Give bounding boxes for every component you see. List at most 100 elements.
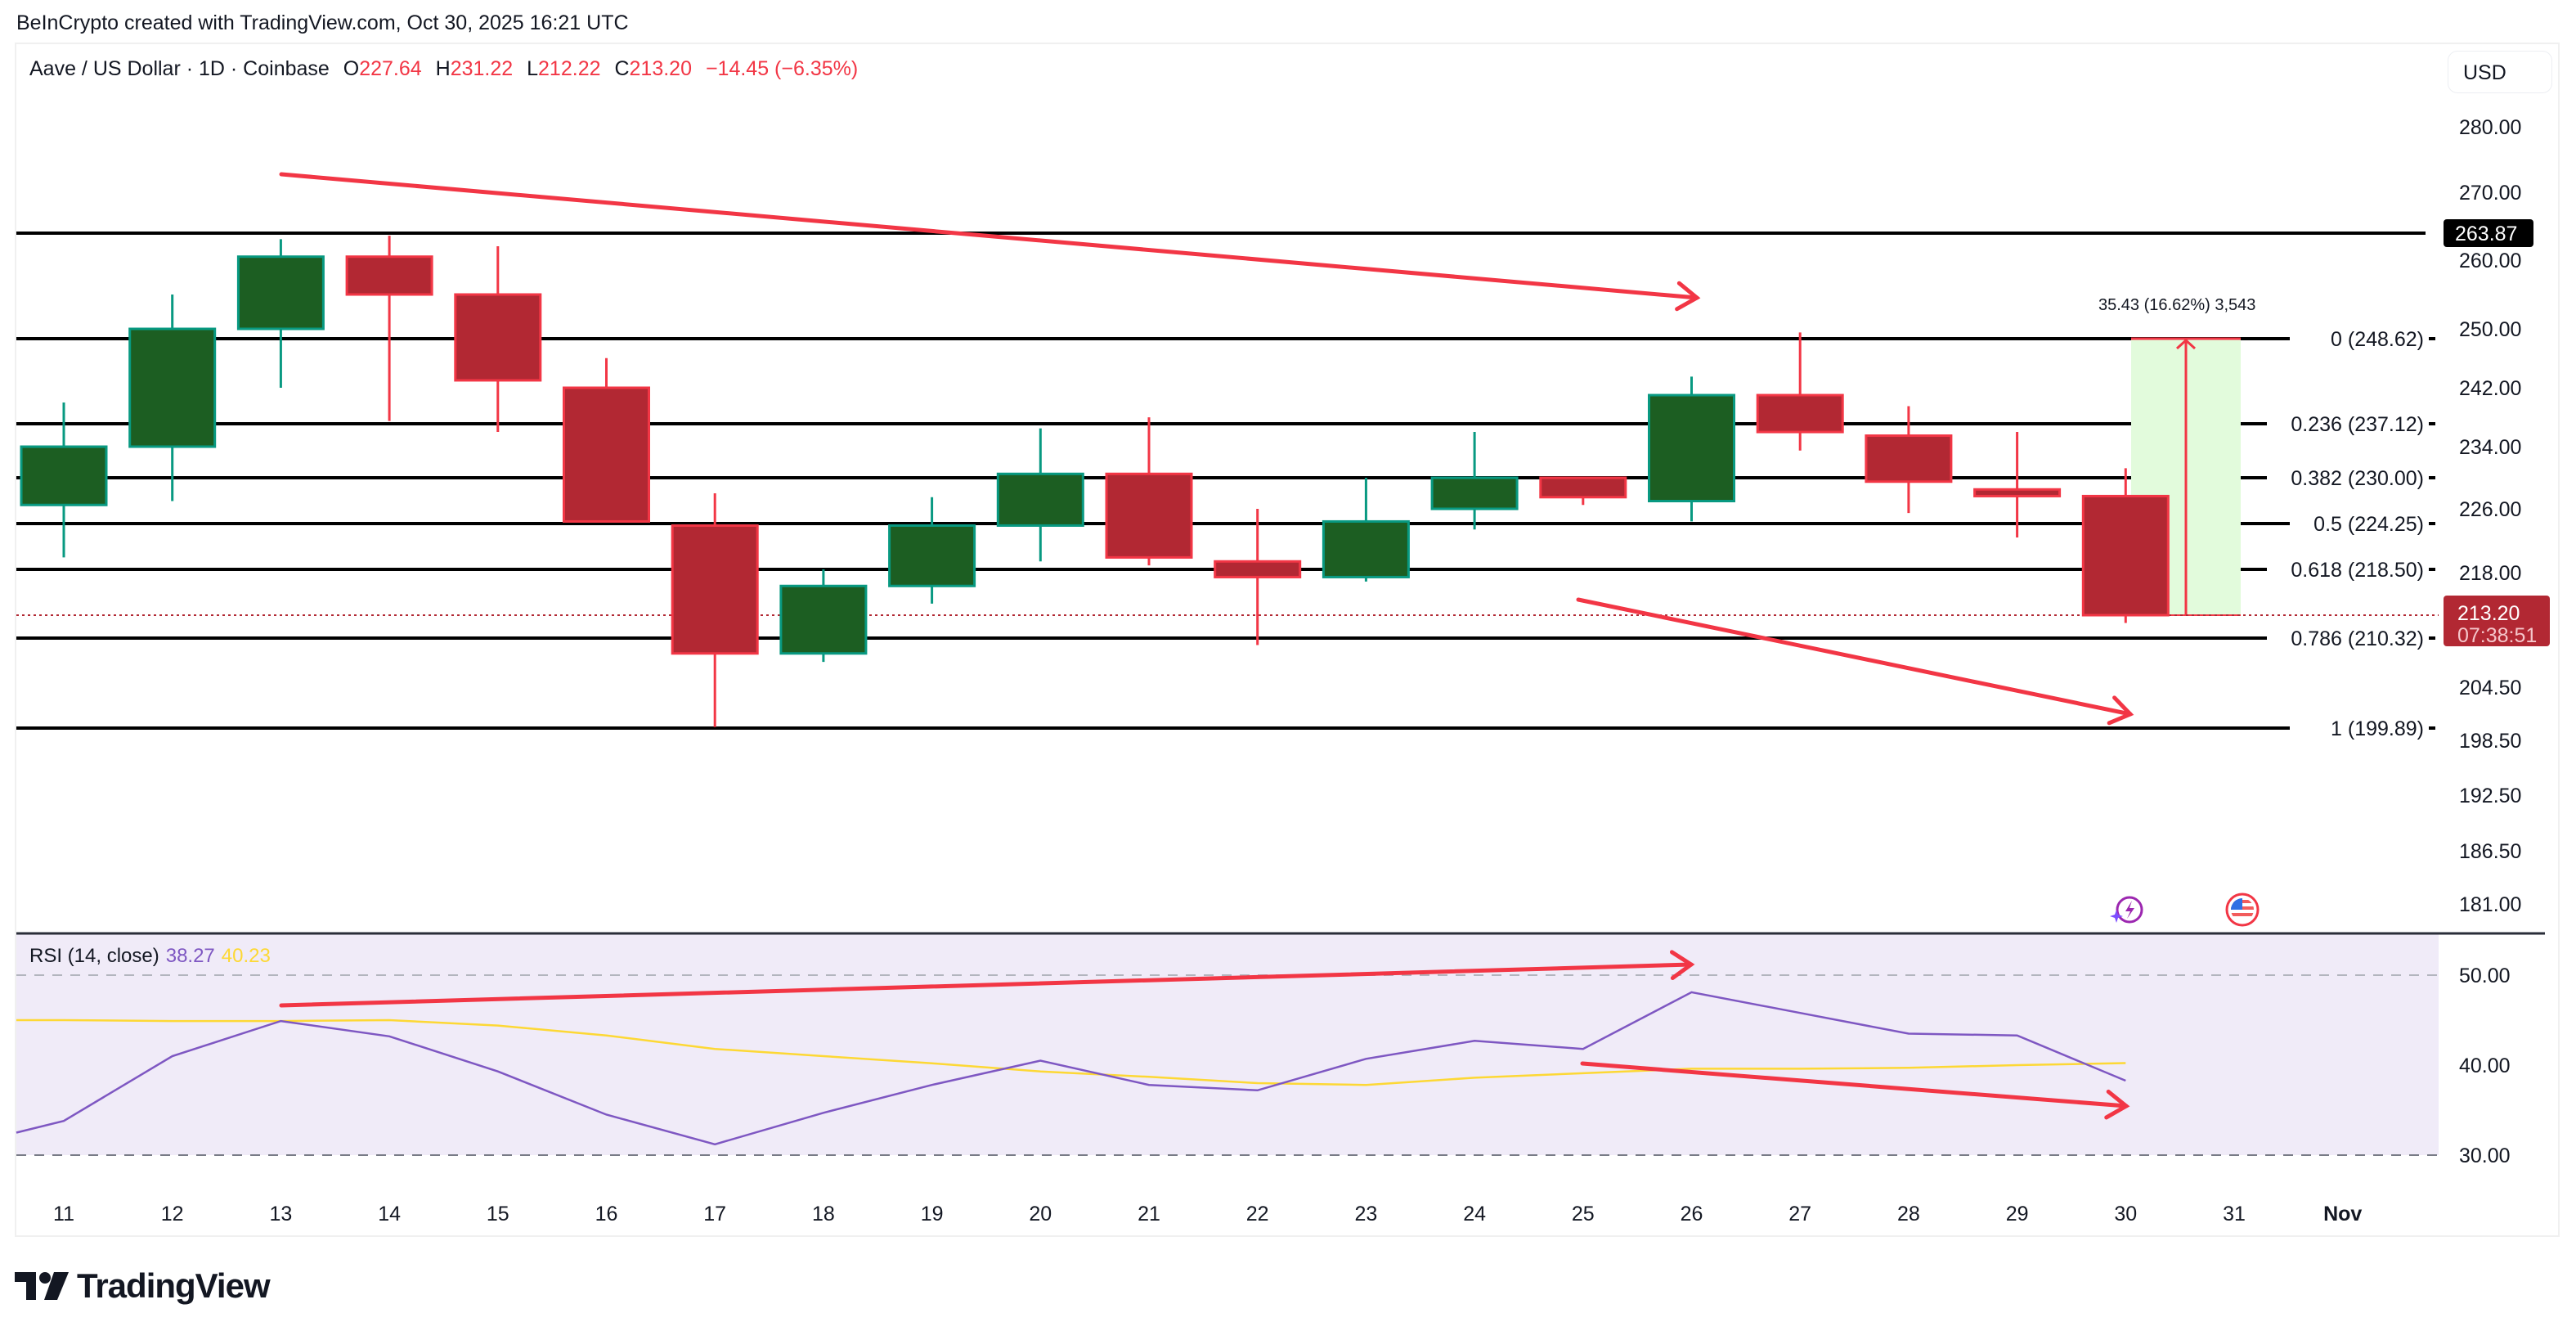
- candle-29[interactable]: [1973, 432, 2062, 538]
- rsi-axis-tick: 50.00: [2459, 965, 2511, 987]
- candle-13[interactable]: [236, 239, 325, 388]
- tradingview-logo[interactable]: TradingView: [15, 1266, 271, 1306]
- candle-16[interactable]: [563, 357, 650, 523]
- fib-level-tick: [2429, 568, 2435, 571]
- price-axis-tick: 250.00: [2459, 318, 2521, 341]
- candle-body: [345, 255, 433, 296]
- time-axis-tick: 13: [269, 1203, 292, 1225]
- fib-level-tick: [2429, 422, 2435, 425]
- trend-arrow-rsi-highs[interactable]: [279, 962, 1694, 1008]
- candle-body: [1105, 472, 1193, 559]
- rsi-title: RSI (14, close): [29, 945, 159, 967]
- rsi-axis-tick: 40.00: [2459, 1054, 2511, 1077]
- time-axis-tick: 12: [161, 1203, 184, 1225]
- low-value: 212.22: [538, 57, 601, 80]
- rsi-ma-line[interactable]: [16, 1018, 2126, 1086]
- time-axis-tick: 17: [703, 1203, 726, 1225]
- candle-24[interactable]: [1430, 432, 1519, 530]
- time-axis-tick: 15: [487, 1203, 509, 1225]
- candle-body: [1214, 560, 1302, 578]
- price-axis-tick: 280.00: [2459, 116, 2521, 139]
- candle-21[interactable]: [1105, 417, 1193, 566]
- high-label: H: [435, 57, 451, 80]
- trend-arrow-price-highs[interactable]: [279, 172, 1699, 300]
- candle-body: [996, 472, 1084, 527]
- candle-body: [1322, 519, 1410, 578]
- price-axis-tick: 204.50: [2459, 677, 2521, 699]
- fib-level-tick: [2429, 476, 2435, 479]
- time-axis-tick: 21: [1138, 1203, 1160, 1225]
- rsi-legend: RSI (14, close) 38.27 40.23: [29, 945, 271, 968]
- time-axis-tick: 22: [1246, 1203, 1269, 1225]
- lightning-event-icon[interactable]: [2107, 892, 2146, 931]
- level-price-tag: [2444, 219, 2533, 247]
- time-axis-tick: 25: [1572, 1203, 1595, 1225]
- price-axis-tick: 198.50: [2459, 730, 2521, 753]
- candle-body: [20, 445, 108, 506]
- candle-11[interactable]: [20, 402, 108, 558]
- price-axis-tick: 186.50: [2459, 840, 2521, 863]
- candle-23[interactable]: [1322, 478, 1410, 582]
- candle-18[interactable]: [779, 569, 868, 663]
- candle-19[interactable]: [888, 497, 976, 604]
- price-axis-tick: 234.00: [2459, 436, 2521, 459]
- time-axis-tick: 31: [2223, 1203, 2246, 1225]
- trend-arrow-price-lows[interactable]: [1576, 597, 2133, 717]
- time-axis-tick: 14: [378, 1203, 401, 1225]
- candle-30[interactable]: [2081, 468, 2170, 623]
- candle-body: [1430, 476, 1519, 510]
- fib-level-tick: [2429, 337, 2435, 340]
- low-label: L: [527, 57, 539, 80]
- candle-20[interactable]: [996, 428, 1084, 562]
- time-axis-tick: 18: [812, 1203, 835, 1225]
- time-axis-tick: 11: [53, 1203, 74, 1225]
- time-axis-tick: 30: [2114, 1203, 2137, 1225]
- trend-arrow-price-lows-head-icon: [2107, 695, 2134, 726]
- level-price-tag-text: 263.87: [2455, 223, 2517, 245]
- candle-22[interactable]: [1214, 509, 1302, 645]
- candle-body: [1865, 434, 1953, 483]
- candle-26[interactable]: [1648, 376, 1735, 522]
- us-flag-icon[interactable]: [2223, 892, 2262, 931]
- candle-17[interactable]: [671, 493, 759, 727]
- candle-body: [888, 524, 976, 587]
- trend-arrow-rsi-highs-head-icon: [1669, 950, 1695, 980]
- tradingview-logo-icon: [15, 1272, 69, 1300]
- candle-body: [2081, 494, 2170, 617]
- price-axis-tick: 226.00: [2459, 498, 2521, 521]
- currency-button[interactable]: USD: [2448, 51, 2552, 93]
- rsi-ma-value: 40.23: [221, 945, 271, 967]
- rsi-line[interactable]: [16, 991, 2126, 1146]
- last-price-tag-value: 213.20: [2457, 602, 2520, 625]
- price-axis-tick: 242.00: [2459, 377, 2521, 400]
- last-price-countdown: 07:38:51: [2457, 624, 2537, 647]
- rsi-value: 38.27: [165, 945, 215, 967]
- candle-body: [563, 386, 650, 523]
- fib-level-label: 0.786 (210.32): [2291, 627, 2424, 650]
- candle-25[interactable]: [1539, 476, 1627, 506]
- close-value: 213.20: [629, 57, 692, 80]
- candle-27[interactable]: [1756, 332, 1844, 451]
- trend-arrow-rsi-lows[interactable]: [1580, 1061, 2129, 1108]
- candle-body: [671, 524, 759, 655]
- candle-body: [1648, 393, 1735, 502]
- fib-level-label: 0.382 (230.00): [2291, 467, 2424, 490]
- price-axis-tick: 192.50: [2459, 785, 2521, 807]
- price-axis-tick: 181.00: [2459, 893, 2521, 916]
- fib-level-tick: [2429, 726, 2435, 730]
- time-axis-tick: 28: [1897, 1203, 1920, 1225]
- time-axis-tick: 26: [1681, 1203, 1703, 1225]
- chart-credit: BeInCrypto created with TradingView.com,…: [16, 11, 629, 34]
- measure-arrow-head-icon: [2175, 338, 2197, 350]
- candle-body: [1756, 393, 1844, 434]
- candle-15[interactable]: [454, 245, 542, 433]
- price-change: −14.45 (−6.35%): [705, 57, 859, 80]
- price-axis-tick: 218.00: [2459, 562, 2521, 585]
- fib-level-tick: [2429, 636, 2435, 640]
- candle-body: [779, 584, 868, 655]
- candle-body: [454, 293, 542, 382]
- candle-28[interactable]: [1865, 406, 1953, 514]
- candle-12[interactable]: [128, 295, 217, 501]
- candle-14[interactable]: [345, 236, 433, 421]
